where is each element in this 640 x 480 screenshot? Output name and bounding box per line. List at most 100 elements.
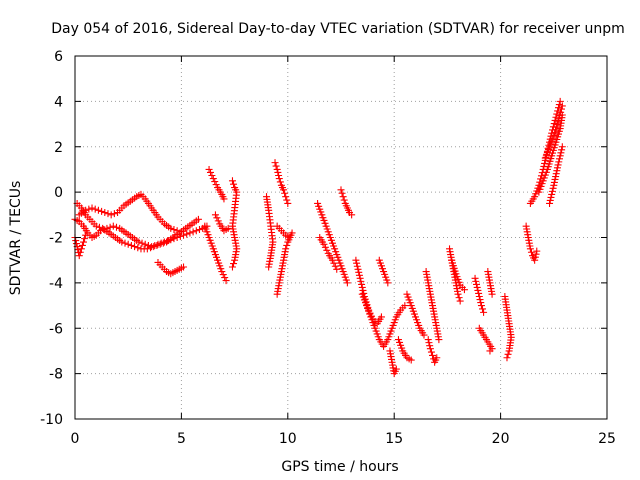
data-point [328, 256, 336, 264]
data-point-interp [474, 286, 482, 294]
data-point [80, 238, 88, 246]
data-point-interp [553, 110, 561, 118]
data-point-interp [283, 241, 291, 249]
data-point-interp [72, 240, 80, 248]
data-point [456, 297, 464, 305]
data-point-interp [554, 107, 562, 115]
data-point-interp [354, 265, 362, 273]
data-point-interp [91, 205, 99, 213]
data-point [275, 175, 283, 183]
data-point-interp [208, 171, 216, 179]
data-point-interp [189, 228, 197, 236]
data-point [420, 331, 428, 339]
data-point [211, 211, 219, 219]
data-point [339, 193, 347, 201]
data-point-interp [330, 259, 338, 267]
data-point [265, 263, 273, 271]
data-point-interp [230, 180, 238, 188]
data-point [77, 245, 85, 253]
data-point [473, 283, 481, 291]
y-tick-label: -8 [49, 367, 63, 383]
y-axis-label: SDTVAR / TECUs [8, 181, 24, 296]
data-point [224, 224, 232, 232]
data-point [82, 206, 90, 214]
data-point-interp [557, 105, 565, 113]
data-point-interp [355, 271, 363, 279]
data-point [82, 231, 90, 239]
data-point-interp [472, 277, 480, 285]
data-point-interp [112, 223, 120, 231]
y-tick-labels: -10 -8 -6 -4 -2 0 2 4 6 [40, 49, 63, 428]
data-point-interp [557, 108, 565, 116]
data-point [150, 243, 158, 251]
data-point-interp [221, 274, 229, 282]
data-points [71, 97, 566, 378]
data-point [503, 354, 511, 362]
data-point-interp [72, 237, 80, 245]
data-point-interp [359, 286, 367, 294]
data-point [186, 229, 194, 237]
data-point-interp [147, 244, 155, 252]
data-point [101, 209, 109, 217]
x-tick-label: 10 [279, 431, 297, 447]
data-point-interp [553, 167, 561, 175]
data-point [141, 240, 149, 248]
data-point [109, 222, 117, 230]
data-point-interp [553, 164, 561, 172]
data-point-interp [355, 268, 363, 276]
data-point-interp [281, 189, 289, 197]
data-point [454, 290, 462, 298]
data-point-interp [214, 217, 222, 225]
data-point-interp [230, 260, 238, 268]
data-point [135, 238, 143, 246]
data-point-interp [426, 342, 434, 350]
data-point-interp [323, 246, 331, 254]
data-point [486, 347, 494, 355]
data-point-interp [331, 262, 339, 270]
y-tick-label: 0 [54, 185, 63, 201]
data-point [271, 159, 279, 167]
data-point [433, 354, 441, 362]
data-point-interp [531, 253, 539, 261]
data-point-interp [549, 184, 557, 192]
data-point [348, 211, 356, 219]
data-point [558, 143, 566, 151]
data-point-interp [127, 241, 135, 249]
y-tick-label: -2 [49, 231, 63, 247]
data-point [156, 240, 164, 248]
data-point-interp [170, 226, 178, 234]
data-point-interp [183, 230, 191, 238]
data-point [320, 240, 328, 248]
data-point-interp [95, 223, 103, 231]
data-point [356, 274, 364, 282]
data-point [124, 240, 132, 248]
data-point [94, 206, 102, 214]
data-point [118, 238, 126, 246]
data-point-interp [550, 120, 558, 128]
data-point [194, 215, 202, 223]
data-point-interp [548, 187, 556, 195]
data-point [429, 351, 437, 359]
data-point [218, 268, 226, 276]
data-point [180, 263, 188, 271]
data-point-interp [159, 239, 167, 247]
data-point-interp [472, 280, 480, 288]
data-point-interp [340, 196, 348, 204]
data-point-interp [476, 296, 484, 304]
data-point [471, 274, 479, 282]
data-point [407, 356, 415, 364]
data-point-interp [527, 248, 535, 256]
data-point-interp [547, 193, 555, 201]
y-tick-label: -10 [40, 412, 63, 428]
data-point [546, 199, 554, 207]
data-point [424, 336, 432, 344]
y-tick-label: 2 [54, 140, 63, 156]
data-point-interp [134, 244, 142, 252]
chart-title: Day 054 of 2016, Sidereal Day-to-day VTE… [51, 21, 625, 37]
data-point-interp [104, 210, 112, 218]
data-point [333, 265, 341, 273]
data-point-interp [541, 159, 549, 167]
data-point-interp [557, 149, 565, 157]
data-point [280, 186, 288, 194]
